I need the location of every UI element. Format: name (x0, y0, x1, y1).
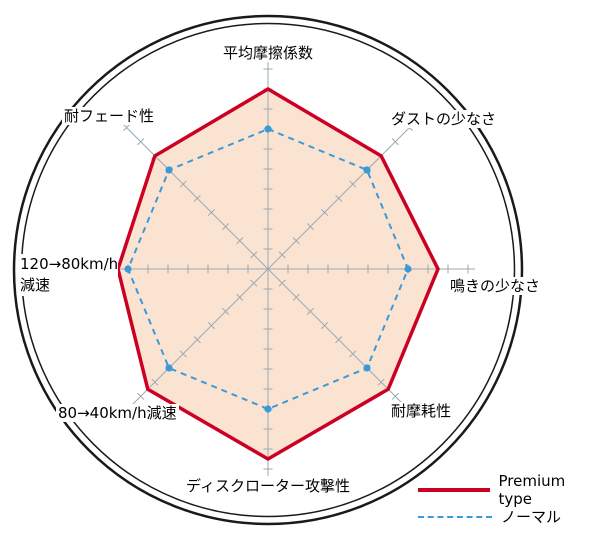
radar-axis-tick (250, 279, 258, 287)
radar-axis-line (121, 268, 269, 416)
radar-axis-tick (250, 251, 258, 259)
radar-axis-tick (137, 392, 145, 400)
premium-line-swatch (418, 488, 490, 492)
radar-axis-tick (222, 307, 230, 315)
normal-vertex-dot (404, 265, 412, 273)
radar-axis-tick (137, 138, 145, 146)
radar-axis-tick (349, 350, 357, 358)
axis-label-low-squeal: 鳴きの少なさ (448, 277, 543, 295)
axis-label-fade-resistance: 耐フェード性 (62, 107, 157, 125)
radar-axis-tick (193, 336, 201, 344)
axis-label-decel-80-40: 80→40km/h減速 (56, 404, 179, 422)
radar-axis-tick (123, 124, 131, 132)
normal-vertex-dot (165, 364, 173, 372)
radar-axis-line (267, 268, 415, 416)
axis-label-low-dust: ダストの少なさ (389, 110, 499, 128)
radar-axis-tick (278, 279, 286, 287)
radar-axis-tick (377, 378, 385, 386)
radar-axis-tick (236, 237, 244, 245)
normal-vertex-dot (264, 125, 272, 133)
radar-axis-tick (292, 293, 300, 301)
premium-area-fill (118, 89, 438, 459)
normal-vertex-dot (165, 166, 173, 174)
radar-axis-tick (222, 223, 230, 231)
radar-axis-tick (207, 208, 215, 216)
radar-axis-tick (151, 378, 159, 386)
axis-label-avg-friction: 平均摩擦係数 (220, 44, 316, 62)
radar-axis-tick (179, 180, 187, 188)
radar-axis-tick (278, 251, 286, 259)
axis-label-rotor-aggressiveness: ディスクローター攻撃性 (184, 477, 352, 495)
axis-label-decel-120-80: 120→80km/h減速 (18, 254, 119, 296)
radar-axis-line (267, 122, 415, 270)
outer-ring (12, 14, 524, 526)
legend-item-premium: Premium type (418, 472, 600, 508)
legend-label-premium: Premium type (498, 472, 566, 508)
normal-vertex-dot (124, 265, 132, 273)
radar-axis-tick (349, 180, 357, 188)
radar-axis-tick (306, 307, 314, 315)
legend-item-normal: ノーマル (418, 506, 561, 527)
normal-vertex-dot (264, 405, 272, 413)
normal-vertex-dot (363, 364, 371, 372)
radar-axis-tick (335, 336, 343, 344)
radar-axis-tick (292, 237, 300, 245)
premium-polygon (116, 86, 440, 462)
radar-axis-tick (391, 138, 399, 146)
radar-axis-tick (335, 194, 343, 202)
radar-axis-tick (321, 322, 329, 330)
radar-axis-tick (306, 223, 314, 231)
radar-axis-tick (321, 208, 329, 216)
normal-line-swatch (418, 515, 492, 518)
radar-axis-tick (193, 194, 201, 202)
radar-axis-tick (391, 392, 399, 400)
radar-axis-tick (207, 322, 215, 330)
axis-label-wear-resistance: 耐摩耗性 (389, 402, 454, 420)
radar-axis-tick (179, 350, 187, 358)
normal-vertex-dot (363, 166, 371, 174)
radar-axis-tick (236, 293, 244, 301)
radar-axis-line (121, 122, 269, 270)
legend-label-normal: ノーマル (501, 508, 562, 526)
